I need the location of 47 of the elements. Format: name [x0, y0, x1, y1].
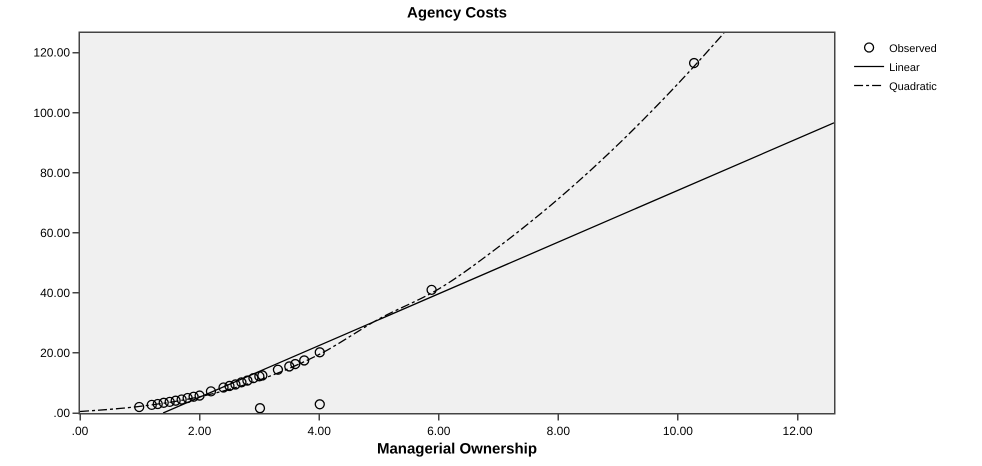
point — [272, 364, 284, 375]
point — [224, 380, 235, 392]
point — [218, 382, 229, 393]
x-axis-title: Managerial Ownership — [376, 440, 538, 458]
point — [182, 392, 193, 404]
point — [236, 377, 247, 388]
legend-label: Observed — [889, 42, 937, 55]
x-tick-label: 12.00 — [782, 424, 813, 438]
y-tick-label: 60.00 — [40, 226, 70, 240]
point — [152, 398, 163, 410]
point — [314, 347, 325, 358]
y-tick-label: 100.00 — [33, 106, 70, 120]
point — [230, 379, 241, 390]
y-tick-label: 80.00 — [40, 166, 70, 180]
point — [254, 403, 266, 413]
point — [176, 394, 187, 405]
point — [170, 396, 181, 406]
point — [284, 361, 294, 372]
point — [290, 358, 300, 370]
x-tick-label: 4.00 — [308, 424, 332, 438]
y-tick-label: 40.00 — [40, 286, 70, 300]
x-tick-label: 6.00 — [427, 424, 451, 438]
point — [248, 373, 259, 384]
point — [257, 370, 268, 381]
chart-title: Agency Costs — [406, 4, 508, 22]
point — [206, 386, 216, 397]
point — [688, 58, 700, 68]
x-tick-label: 2.00 — [188, 424, 212, 438]
point — [299, 355, 310, 366]
y-tick-label: .00 — [53, 406, 70, 420]
y-tick-label: 120.00 — [33, 46, 70, 60]
legend-label: Quadratic — [889, 80, 938, 93]
point — [146, 400, 157, 410]
legend-label: Linear — [889, 62, 920, 74]
x-tick-label: .00 — [72, 424, 89, 438]
point — [314, 399, 325, 410]
y-tick-label: 20.00 — [40, 346, 70, 360]
x-tick-label: 8.00 — [546, 424, 570, 438]
x-tick-label: 10.00 — [662, 424, 694, 438]
point — [242, 375, 253, 386]
point — [188, 392, 199, 402]
point — [254, 371, 265, 382]
point — [194, 390, 205, 401]
point — [426, 284, 437, 295]
point — [164, 396, 175, 408]
point — [134, 402, 144, 412]
point — [158, 398, 169, 408]
